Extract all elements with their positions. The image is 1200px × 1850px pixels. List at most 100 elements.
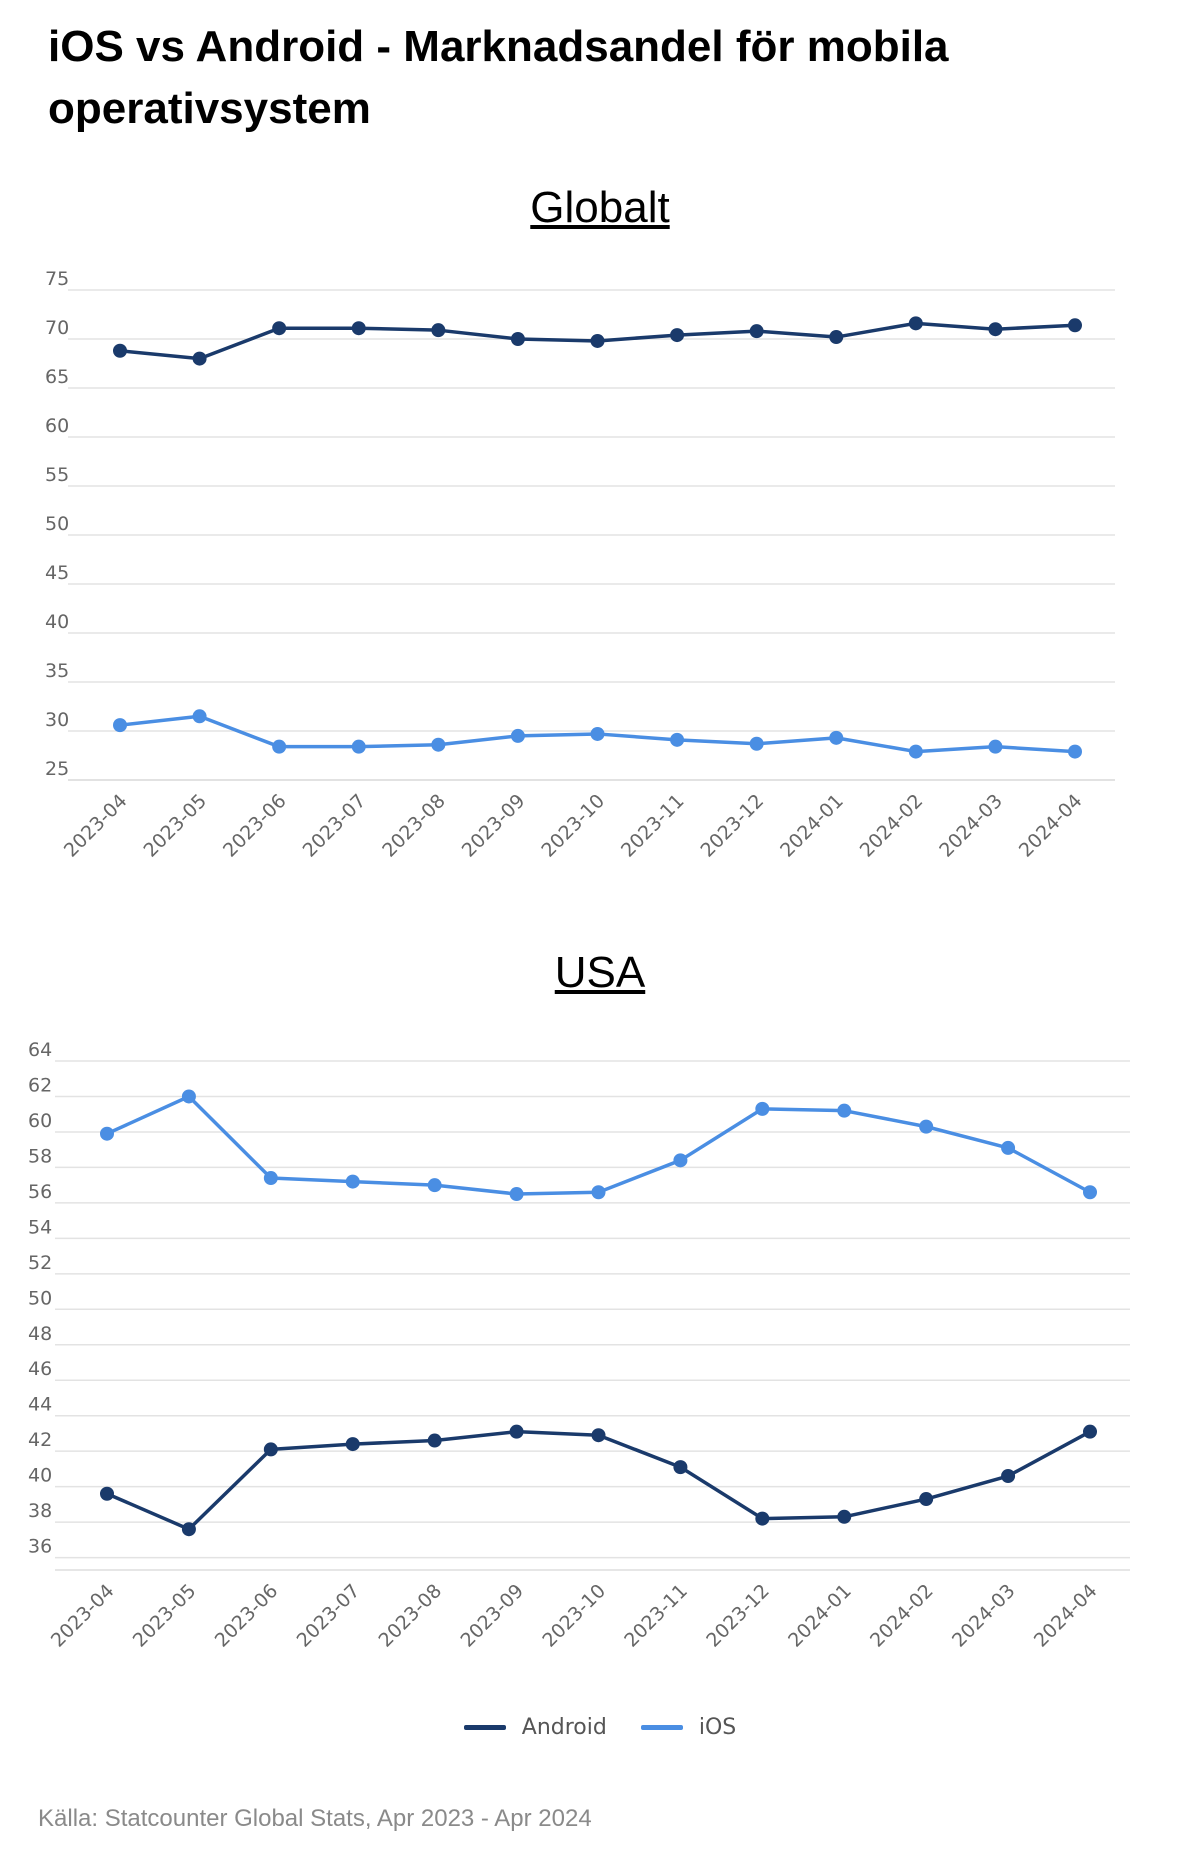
data-point-android [510, 332, 525, 346]
y-tick-label: 62 [28, 1074, 52, 1096]
data-point-ios [345, 1174, 360, 1189]
data-point-ios [192, 709, 207, 724]
data-point-android [181, 1522, 196, 1537]
data-point-ios [272, 739, 287, 754]
x-tick-label: 2023-09 [458, 790, 530, 862]
data-point-android [673, 1460, 688, 1475]
x-tick-label: 2023-11 [620, 1580, 692, 1652]
data-point-ios [181, 1089, 196, 1104]
data-point-ios [351, 739, 366, 754]
y-tick-label: 48 [28, 1323, 52, 1345]
legend: Android iOS [0, 1715, 1200, 1740]
series-line-android [106, 1429, 1091, 1531]
data-point-ios [1068, 744, 1082, 759]
y-tick-label: 44 [28, 1394, 52, 1416]
x-tick-label: 2023-12 [697, 790, 769, 862]
y-tick-label: 50 [45, 513, 69, 535]
y-tick-label: 42 [28, 1429, 52, 1451]
data-point-android [919, 1492, 934, 1507]
y-tick-label: 64 [28, 1039, 52, 1061]
data-point-ios [510, 728, 525, 743]
y-tick-label: 56 [28, 1181, 52, 1203]
x-tick-label: 2024-01 [776, 790, 848, 862]
data-point-ios [1083, 1185, 1097, 1200]
data-point-android [829, 330, 844, 345]
x-tick-label: 2023-11 [617, 790, 689, 862]
legend-swatch-ios [640, 1725, 683, 1730]
legend-item-ios[interactable]: iOS [640, 1715, 737, 1740]
legend-swatch-android [463, 1725, 506, 1730]
data-point-android [263, 1442, 278, 1457]
data-point-ios [919, 1119, 934, 1134]
data-point-android [755, 1511, 770, 1526]
x-tick-label: 2024-02 [866, 1580, 938, 1652]
data-point-ios [988, 739, 1003, 754]
data-point-ios [1001, 1140, 1016, 1155]
data-point-android [100, 1486, 114, 1501]
data-point-android [351, 321, 366, 336]
x-tick-label: 2023-06 [211, 1580, 283, 1652]
x-tick-label: 2024-02 [856, 790, 928, 862]
x-tick-label: 2023-04 [47, 1580, 119, 1652]
data-point-ios [100, 1126, 114, 1141]
data-point-android [670, 328, 685, 343]
y-tick-label: 52 [28, 1252, 52, 1274]
data-point-ios [908, 744, 923, 759]
y-tick-label: 75 [45, 270, 69, 290]
y-tick-label: 60 [28, 1110, 52, 1132]
data-point-android [1083, 1424, 1097, 1439]
x-tick-label: 2024-03 [935, 790, 1007, 862]
data-point-ios [591, 1185, 606, 1200]
x-tick-label: 2024-04 [1030, 1580, 1102, 1652]
y-tick-label: 54 [28, 1216, 52, 1238]
x-tick-label: 2023-08 [375, 1580, 447, 1652]
legend-item-android[interactable]: Android [463, 1715, 607, 1740]
data-point-android [272, 321, 287, 336]
data-point-ios [755, 1101, 770, 1116]
x-tick-label: 2023-09 [456, 1580, 528, 1652]
y-tick-label: 50 [28, 1287, 52, 1309]
data-point-android [1001, 1469, 1016, 1484]
x-tick-label: 2023-05 [139, 790, 211, 862]
data-point-ios [837, 1103, 852, 1118]
data-point-android [431, 323, 446, 338]
data-point-ios [749, 736, 764, 751]
y-tick-label: 58 [28, 1145, 52, 1167]
y-tick-label: 25 [45, 758, 69, 780]
data-point-ios [427, 1178, 442, 1193]
source-note: Källa: Statcounter Global Stats, Apr 202… [38, 1805, 592, 1832]
data-point-android [1068, 318, 1082, 333]
data-point-android [988, 322, 1003, 337]
data-point-ios [431, 737, 446, 752]
page-title: iOS vs Android - Marknadsandel för mobil… [48, 22, 949, 133]
x-tick-label: 2024-03 [948, 1580, 1020, 1652]
chart-title-global: Globalt [530, 183, 670, 232]
x-tick-label: 2023-07 [299, 790, 371, 862]
y-tick-label: 45 [45, 562, 69, 584]
x-tick-label: 2023-06 [219, 790, 291, 862]
series-line-ios [106, 1094, 1091, 1196]
x-tick-label: 2023-10 [538, 1580, 610, 1652]
x-tick-label: 2023-07 [293, 1580, 365, 1652]
x-tick-label: 2023-12 [702, 1580, 774, 1652]
legend-label-ios: iOS [698, 1715, 737, 1740]
data-point-ios [829, 730, 844, 745]
data-point-android [345, 1437, 360, 1452]
chart-title-usa: USA [554, 948, 646, 997]
data-point-android [113, 343, 127, 358]
y-tick-label: 36 [28, 1536, 52, 1558]
data-point-android [749, 324, 764, 339]
y-tick-label: 40 [45, 611, 69, 633]
data-point-android [427, 1433, 442, 1448]
y-tick-label: 30 [45, 709, 69, 731]
x-tick-label: 2023-08 [378, 790, 450, 862]
y-tick-label: 46 [28, 1358, 52, 1380]
data-point-android [837, 1509, 852, 1524]
data-point-ios [509, 1187, 524, 1202]
x-tick-label: 2023-04 [60, 790, 132, 862]
data-point-ios [673, 1153, 688, 1168]
y-tick-label: 60 [45, 415, 69, 437]
y-tick-label: 55 [45, 464, 69, 486]
